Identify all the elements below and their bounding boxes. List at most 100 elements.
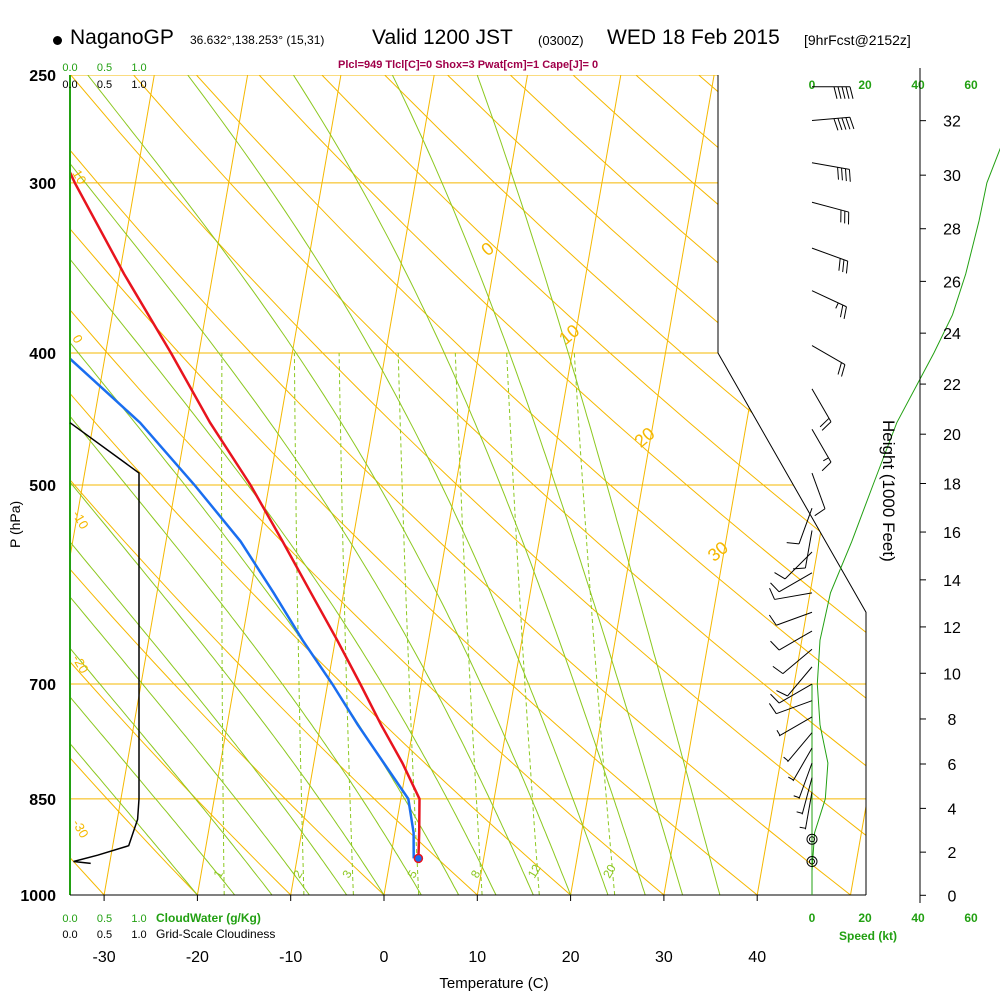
height-tick-label: 4 (948, 801, 957, 818)
speed-tick-top: 60 (964, 78, 978, 92)
moist-adiabat (70, 75, 198, 895)
barb-flag (841, 167, 843, 181)
cloudiness-scale-top: 0.5 (97, 79, 112, 91)
barb-half-flag (796, 811, 803, 814)
barb-flag (849, 117, 855, 130)
barb-flag (774, 572, 786, 580)
calm-inner-circle (809, 836, 815, 843)
y-axis-title: P (hPa) (7, 501, 23, 548)
moist-adiabat (292, 75, 646, 895)
barb-flag (842, 259, 845, 273)
speed-tick-top: 0 (809, 78, 816, 92)
forecast-info: [9hrFcst@2152z] (804, 32, 911, 48)
barb-flag (848, 169, 851, 182)
wind-barb (776, 716, 813, 737)
barb-flag (845, 86, 850, 99)
dry-adiabat (70, 75, 478, 895)
pressure-tick-label: 500 (29, 478, 56, 495)
wind-barb (768, 611, 813, 626)
moist-adiabat (70, 75, 348, 895)
speed-tick-bottom: 0 (809, 911, 816, 925)
cloudwater-scale-bottom: 0.0 (62, 913, 77, 925)
barb-staff (811, 247, 848, 262)
wind-barb (796, 777, 813, 815)
x-tick-label: 30 (655, 949, 673, 966)
dry-adiabat (321, 75, 866, 895)
cloudiness-scale-bottom: 0.0 (62, 929, 77, 941)
barb-flag (768, 614, 777, 626)
wind-barb (793, 530, 813, 570)
moist-adiabat (70, 75, 385, 895)
height-tick-label: 6 (948, 757, 957, 774)
mixing-ratio-line (573, 352, 616, 895)
cloudwater-scale-top: 0.5 (97, 62, 112, 74)
isotherm-line (70, 75, 155, 895)
barb-staff (811, 290, 847, 308)
wind-barb (806, 833, 818, 845)
isotherm-label: 0 (477, 238, 498, 260)
wind-barb (770, 572, 813, 593)
station-coords: 36.632°,138.253° (15,31) (190, 33, 325, 47)
dry-adiabat (70, 75, 198, 895)
barb-staff (792, 747, 813, 782)
barb-staff (811, 388, 832, 423)
isotherm-line (290, 75, 435, 895)
mixing-ratio-line (397, 352, 420, 895)
barb-staff (787, 732, 813, 763)
height-tick-label: 0 (948, 888, 957, 905)
calm-circle (806, 833, 818, 845)
dry-adiabat (0, 75, 11, 895)
speed-tick-bottom: 40 (911, 911, 925, 925)
x-tick-label: 40 (748, 949, 766, 966)
dry-adiabat (70, 75, 866, 895)
isotherm-line (850, 75, 866, 895)
barb-staff (811, 116, 850, 122)
barb-flag (837, 86, 842, 99)
barb-flag (845, 117, 851, 130)
x-tick-label: -20 (186, 949, 209, 966)
barb-half-flag (799, 826, 806, 829)
height-tick-label: 14 (943, 573, 961, 590)
cloudiness-label: Grid-Scale Cloudiness (156, 927, 275, 941)
barb-flag (770, 640, 780, 651)
height-tick-label: 16 (943, 525, 961, 542)
barb-staff (811, 345, 846, 366)
barb-staff (798, 762, 813, 799)
height-tick-label: 26 (943, 274, 961, 291)
moist-adiabat (476, 75, 721, 895)
speed-tick-top: 20 (858, 78, 872, 92)
barb-flag (768, 703, 777, 714)
barb-flag (841, 364, 846, 377)
height-tick-label: 20 (943, 427, 961, 444)
barb-half-flag (788, 776, 794, 781)
mixing-ratio-label: 12 (525, 862, 544, 881)
dry-adiabat (70, 75, 758, 895)
speed-tick-bottom: 20 (858, 911, 872, 925)
cloudwater-label: CloudWater (g/Kg) (156, 911, 261, 925)
temperature-line (70, 86, 421, 859)
height-tick-label: 8 (948, 712, 957, 729)
height-tick-label: 2 (948, 845, 957, 862)
wind-barb (786, 508, 813, 545)
x-tick-label: 0 (380, 949, 389, 966)
barb-flag (841, 117, 847, 130)
dry-adiabat (133, 75, 866, 895)
barb-staff (778, 683, 813, 704)
station-dot-icon (53, 36, 62, 45)
moist-adiabat (187, 75, 609, 895)
barb-staff (774, 592, 813, 600)
height-tick-label: 18 (943, 477, 961, 494)
barb-flag (770, 693, 780, 704)
barb-staff (804, 791, 813, 830)
right-frame (717, 75, 867, 895)
wind-barb (774, 551, 813, 580)
mixing-ratio-line (454, 352, 483, 895)
barb-staff (787, 666, 813, 697)
wind-barb (811, 247, 849, 274)
moist-adiabat (70, 75, 534, 895)
barb-flag (844, 168, 847, 182)
height-tick-label: 24 (943, 326, 961, 343)
barb-flag (837, 118, 843, 131)
surface-parcel-marker (413, 853, 424, 864)
